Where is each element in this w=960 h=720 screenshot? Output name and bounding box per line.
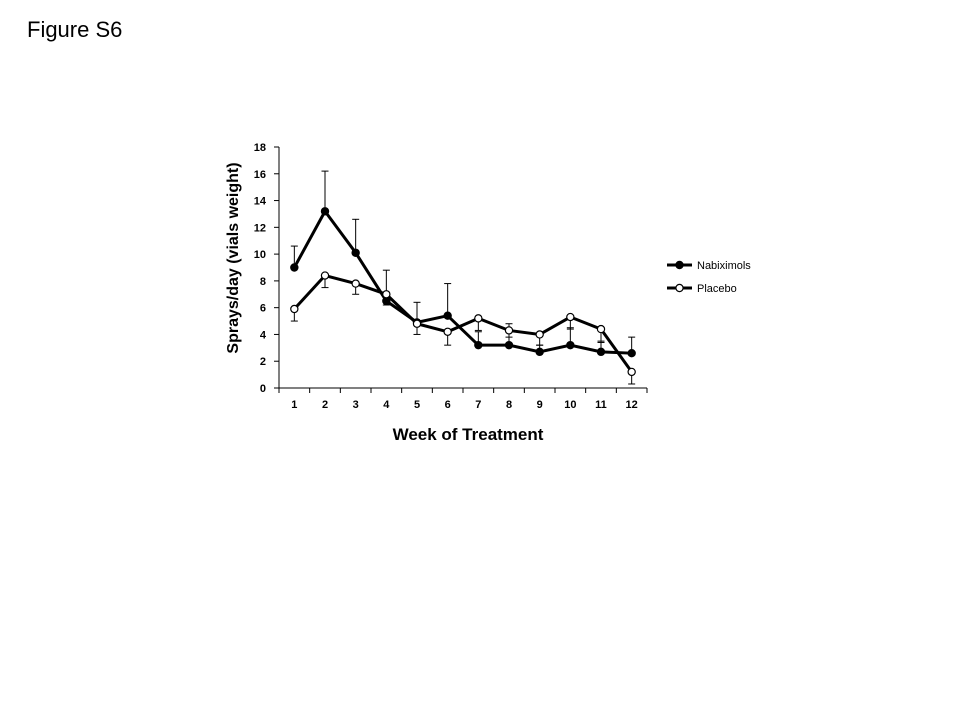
legend-marker-nabiximols (675, 260, 684, 270)
y-tick-label: 12 (254, 222, 266, 234)
data-point-nabiximols (290, 263, 299, 272)
data-point-nabiximols (351, 248, 360, 257)
x-tick-label: 5 (414, 399, 420, 411)
x-tick-label: 8 (506, 399, 512, 411)
x-tick-label: 3 (353, 399, 359, 411)
data-point-placebo (382, 290, 391, 299)
y-tick-label: 4 (260, 329, 267, 341)
x-tick-label: 12 (626, 399, 638, 411)
data-point-nabiximols (627, 348, 636, 358)
figure-label: Figure S6 (27, 17, 123, 42)
data-point-placebo (474, 314, 483, 323)
data-point-nabiximols (504, 340, 514, 350)
x-tick-label: 11 (595, 399, 607, 411)
x-tick-label: 4 (383, 399, 390, 411)
error-bars (290, 170, 636, 385)
legend-marker-placebo (675, 283, 684, 293)
data-point-nabiximols (566, 340, 575, 350)
x-tick-label: 7 (475, 399, 481, 411)
data-point-placebo (320, 271, 330, 280)
series-line-placebo (293, 273, 633, 373)
data-point-placebo (412, 319, 422, 328)
x-tick-label: 10 (564, 399, 576, 411)
y-tick-label: 14 (254, 196, 267, 208)
x-tick-label: 6 (445, 399, 451, 411)
y-tick-label: 2 (260, 356, 266, 368)
y-tick-label: 16 (254, 169, 266, 181)
legend-label-placebo: Placebo (697, 283, 737, 295)
x-tick-label: 1 (291, 399, 297, 411)
data-point-nabiximols (443, 311, 452, 320)
data-point-nabiximols (320, 207, 330, 216)
x-tick-label: 9 (537, 399, 543, 411)
y-tick-label: 6 (260, 303, 266, 315)
x-tick-label: 2 (322, 399, 328, 411)
data-point-nabiximols (535, 347, 544, 357)
y-axis-title: Sprays/day (vials weight) (225, 162, 242, 353)
chart-legend: Nabiximols Placebo (667, 260, 751, 295)
data-point-placebo (351, 279, 360, 288)
series-line-nabiximols (293, 208, 632, 355)
y-tick-label: 18 (254, 142, 266, 154)
y-tick-label: 0 (260, 383, 266, 395)
x-axis-title: Week of Treatment (393, 425, 544, 444)
y-tick-label: 8 (260, 276, 266, 288)
data-point-placebo (290, 304, 299, 314)
data-point-placebo (596, 324, 606, 334)
chart-series (290, 207, 636, 377)
data-point-nabiximols (596, 347, 606, 357)
legend-label-nabiximols: Nabiximols (697, 260, 751, 272)
data-point-placebo (443, 327, 452, 336)
data-point-placebo (566, 312, 575, 322)
data-point-placebo (504, 326, 514, 335)
data-point-placebo (535, 330, 544, 339)
data-point-placebo (627, 367, 636, 377)
data-point-nabiximols (474, 340, 483, 350)
y-tick-label: 10 (254, 249, 266, 261)
